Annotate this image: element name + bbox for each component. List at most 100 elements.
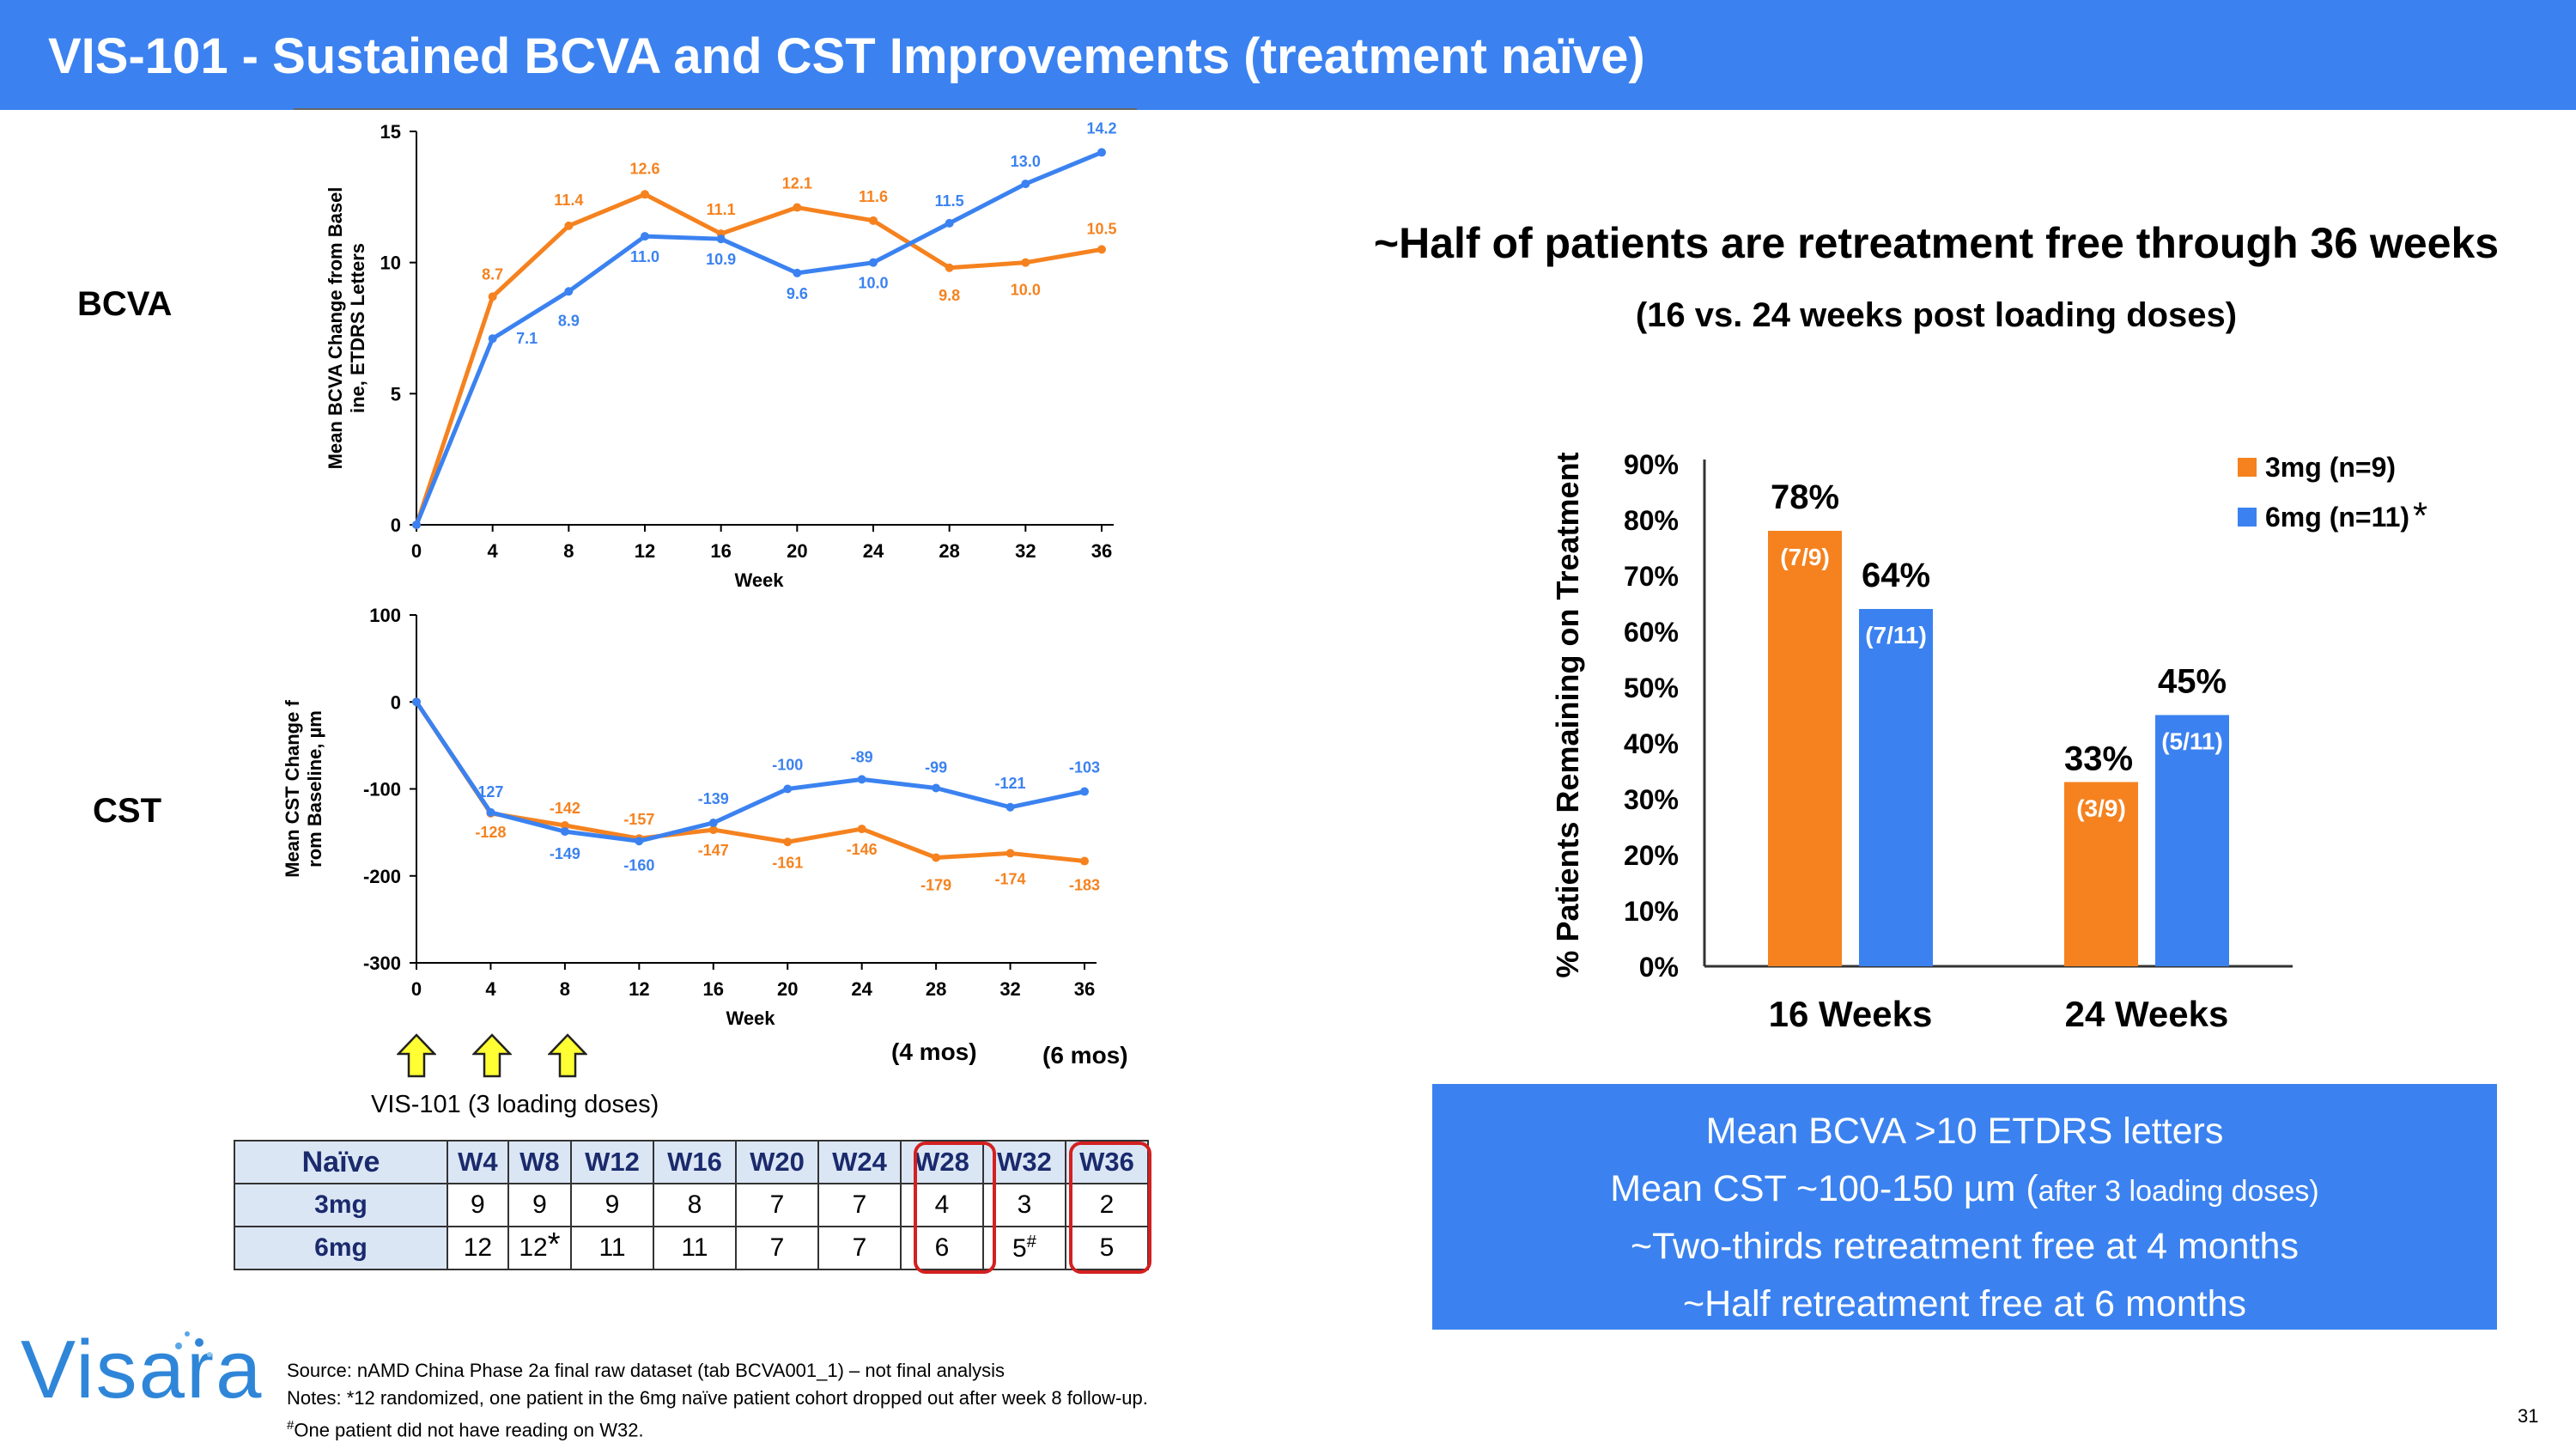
table-cell: 7 xyxy=(735,1183,819,1227)
data-label: 7.1 xyxy=(516,330,538,347)
table-header-cell: W36 xyxy=(1064,1140,1150,1184)
y-tick-label: -100 xyxy=(363,779,401,801)
data-label: -89 xyxy=(851,748,873,765)
x-tick-label: 8 xyxy=(560,978,570,1000)
table-cell-value: 12 xyxy=(519,1233,548,1262)
table-cell: 12 xyxy=(447,1226,509,1270)
data-label: -149 xyxy=(550,845,580,862)
y-tick-label: 20% xyxy=(1624,840,1679,871)
x-tick-label: 16 xyxy=(703,978,724,1000)
data-label: -157 xyxy=(623,811,654,828)
data-point xyxy=(857,775,866,784)
data-label: 8.9 xyxy=(558,312,580,329)
data-point xyxy=(560,821,569,831)
data-point xyxy=(564,221,574,230)
table-row: 3mg 9 9 9 8 7 7 4 3 2 xyxy=(234,1183,1150,1227)
table-row-label: 6mg xyxy=(234,1226,448,1270)
y-tick-label: 60% xyxy=(1624,617,1679,648)
summary-bcva: Mean BCVA >10 ETDRS letters xyxy=(1705,1111,2224,1152)
x-category-label: 16 Weeks xyxy=(1769,994,1933,1034)
data-point xyxy=(635,837,644,846)
subheadline: (16 vs. 24 weeks post loading doses) xyxy=(1635,296,2238,334)
legend-label: 6mg (n=11) xyxy=(2265,502,2409,533)
data-label: -179 xyxy=(920,876,951,893)
y-axis-title: % Patients Remaining on Treatment xyxy=(1550,452,1585,977)
bar-value-label: 64% xyxy=(1862,557,1930,594)
visara-logo: Visara xyxy=(21,1324,264,1416)
page-number: 31 xyxy=(2518,1405,2539,1427)
x-tick-label: 4 xyxy=(488,540,499,562)
y-axis-title: Mean BCVA Change from Baseline, ETDRS Le… xyxy=(325,187,368,470)
table-header-cell: Naïve xyxy=(234,1140,448,1184)
legend-swatch xyxy=(2238,458,2257,477)
data-point xyxy=(869,216,878,225)
loading-dose-arrow-icon xyxy=(397,1033,436,1078)
x-tick-label: 36 xyxy=(1074,978,1095,1000)
x-tick-label: 32 xyxy=(1015,540,1036,562)
data-point xyxy=(1005,849,1015,858)
table-header-cell: W32 xyxy=(981,1140,1066,1184)
data-label: -147 xyxy=(698,842,729,859)
table-header-cell: W24 xyxy=(817,1140,902,1184)
bar-value-label: 78% xyxy=(1771,478,1839,516)
randomization-note: Notes: *12 randomized, one patient in th… xyxy=(287,1387,1148,1409)
data-label: -183 xyxy=(1069,877,1100,894)
data-point xyxy=(708,818,718,827)
bar xyxy=(2064,782,2138,966)
retreatment-table: Naïve W4 W8 W12 W16 W20 W24 W28 W32 W36 … xyxy=(234,1140,1150,1270)
data-point xyxy=(1097,148,1106,157)
data-point xyxy=(1021,180,1030,189)
retreatment-bar-chart: 0% 10% 20% 30% 40% 50% 60% 70% 80% 90% % Patients … xyxy=(1550,449,2427,1034)
bar-fraction-label: (3/9) xyxy=(2076,795,2126,822)
table-cell: 11 xyxy=(570,1226,655,1270)
data-point xyxy=(945,263,954,272)
legend-label: 3mg (n=9) xyxy=(2265,452,2396,483)
loading-dose-arrow-icon xyxy=(548,1033,587,1078)
data-label: 127 xyxy=(477,783,503,801)
summary-box: Mean BCVA >10 ETDRS letters Mean CST ~10… xyxy=(1432,1084,2497,1330)
data-point xyxy=(857,825,866,834)
data-point xyxy=(560,827,569,837)
series-line xyxy=(414,700,1085,864)
hash-mark: # xyxy=(1026,1233,1036,1251)
data-label: -146 xyxy=(847,841,878,858)
headline: ~Half of patients are retreatment free t… xyxy=(1373,219,2500,267)
y-tick-label: 0% xyxy=(1639,952,1679,983)
table-cell-value: 5 xyxy=(1012,1234,1027,1263)
y-tick-label: -300 xyxy=(363,953,401,974)
summary-cst-note: after 3 loading doses) xyxy=(2038,1175,2319,1208)
data-point xyxy=(486,807,495,817)
table-cell: 7 xyxy=(817,1226,902,1270)
data-label: -174 xyxy=(995,870,1026,887)
y-tick-label: 5 xyxy=(391,383,401,405)
data-label: 11.0 xyxy=(630,248,659,265)
data-label: -100 xyxy=(772,757,803,774)
x-tick-label: 8 xyxy=(563,540,574,562)
data-label: 14.2 xyxy=(1086,119,1116,137)
table-cell: 9 xyxy=(507,1183,573,1227)
table-header-row: Naïve W4 W8 W12 W16 W20 W24 W28 W32 W36 xyxy=(234,1140,1150,1184)
data-point xyxy=(641,190,649,199)
title-bar: VIS-101 - Sustained BCVA and CST Improve… xyxy=(0,0,2576,110)
y-axis-title: Mean CST Change from Baseline, µm xyxy=(282,700,325,878)
data-point xyxy=(869,258,878,267)
data-point xyxy=(412,521,421,529)
x-axis-title: Week xyxy=(734,569,784,591)
y-tick-label: 50% xyxy=(1624,673,1679,703)
data-point xyxy=(641,232,649,241)
table-header-cell: W12 xyxy=(570,1140,655,1184)
table-cell: 7 xyxy=(817,1183,902,1227)
data-label: -103 xyxy=(1069,759,1100,776)
data-point xyxy=(945,218,954,228)
y-tick-label: 10% xyxy=(1624,896,1679,927)
loading-doses-note: VIS-101 (3 loading doses) xyxy=(371,1091,659,1118)
hash-mark: # xyxy=(287,1418,295,1433)
data-label: 11.4 xyxy=(554,192,583,209)
x-tick-label: 12 xyxy=(635,540,655,562)
table-cell: 8 xyxy=(653,1183,737,1227)
footnotes: Source: nAMD China Phase 2a final raw da… xyxy=(287,1357,1148,1444)
data-label: 11.5 xyxy=(935,192,964,210)
data-label: 12.1 xyxy=(782,175,812,192)
x-tick-label: 24 xyxy=(863,540,884,562)
data-label: -121 xyxy=(995,775,1026,792)
